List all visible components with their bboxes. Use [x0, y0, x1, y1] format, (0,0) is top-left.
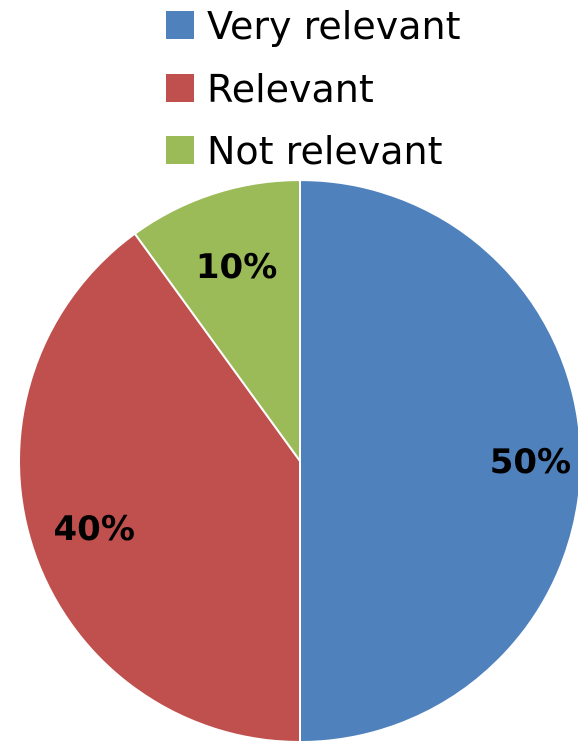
- pie-slice-not-relevant: [133, 178, 301, 465]
- legend-label-very-relevant: Very relevant: [207, 4, 460, 48]
- legend-item-not-relevant: Not relevant: [166, 129, 443, 173]
- pie-slice-relevant: [18, 232, 301, 741]
- data-label-very-relevant: 50%: [490, 442, 571, 482]
- legend-swatch-very-relevant: [166, 11, 194, 39]
- data-labels: 50% 40% 10%: [54, 247, 572, 549]
- legend-item-relevant: Relevant: [166, 67, 374, 111]
- data-label-relevant: 40%: [54, 509, 135, 549]
- legend: Very relevant Relevant Not relevant: [166, 4, 460, 173]
- legend-swatch-relevant: [166, 74, 194, 102]
- data-label-not-relevant: 10%: [196, 247, 277, 287]
- pie-slices: [18, 178, 578, 741]
- legend-item-very-relevant: Very relevant: [166, 4, 460, 48]
- legend-label-not-relevant: Not relevant: [207, 129, 443, 173]
- legend-swatch-not-relevant: [166, 136, 194, 164]
- legend-label-relevant: Relevant: [207, 67, 374, 111]
- pie-slice-very-relevant: [299, 178, 578, 741]
